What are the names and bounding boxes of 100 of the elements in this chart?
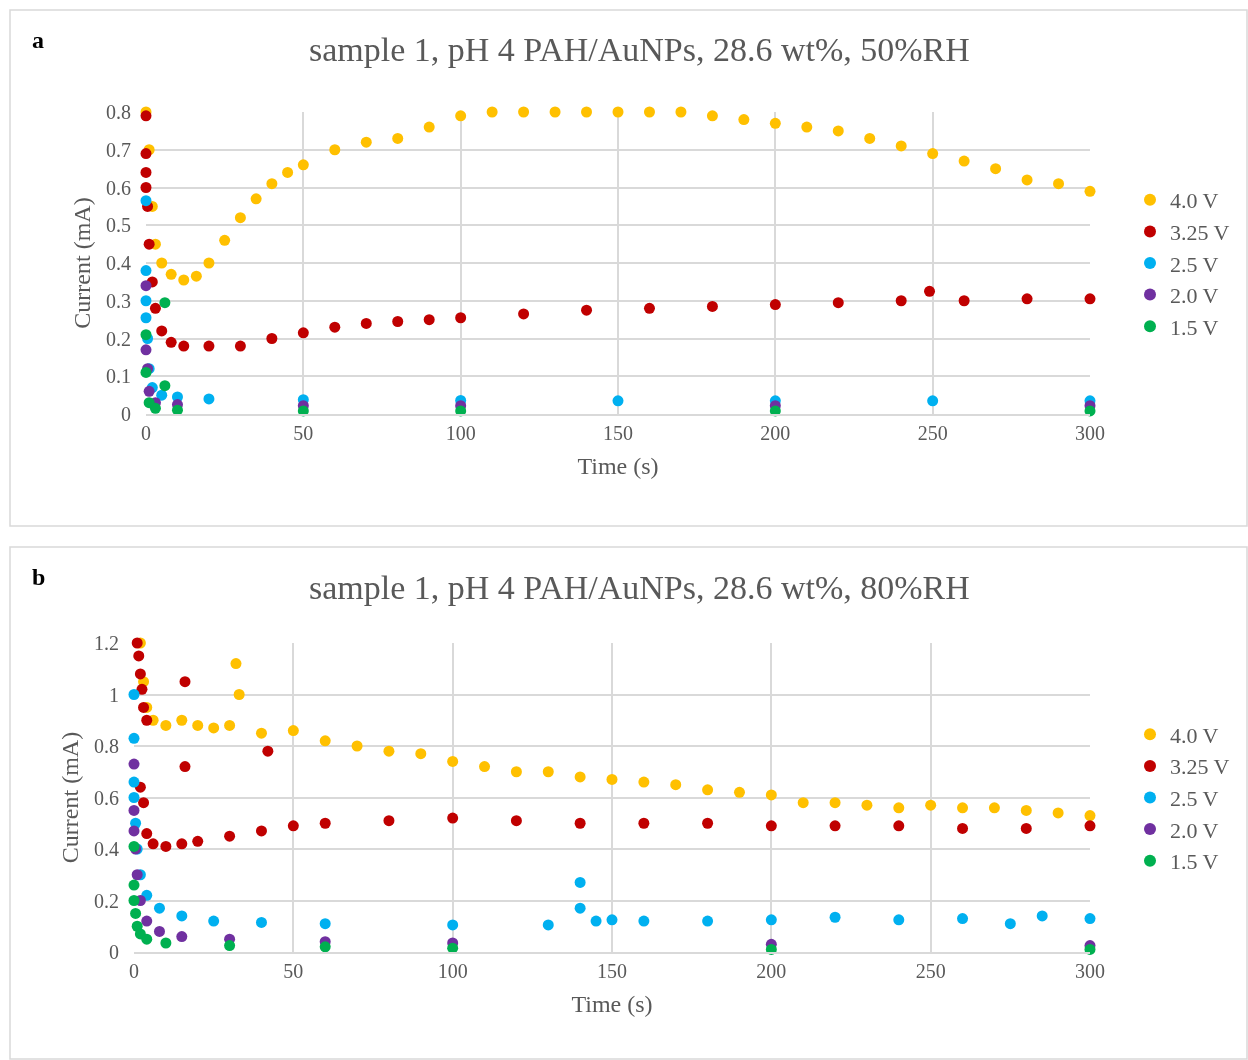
point [392, 316, 404, 328]
point [178, 274, 190, 286]
point [219, 234, 231, 246]
point [130, 907, 142, 919]
x-tick-label: 250 [915, 959, 946, 982]
point [574, 771, 586, 783]
point [606, 914, 618, 926]
point [140, 195, 152, 207]
point [706, 300, 718, 312]
x-axis-title: Time (s) [577, 452, 659, 479]
legend-label: 2.5 V [1170, 251, 1219, 277]
point [864, 132, 876, 144]
point [141, 933, 153, 945]
point [234, 340, 246, 352]
point [829, 797, 841, 809]
point [192, 835, 204, 847]
point [128, 792, 140, 803]
text: a [32, 27, 44, 53]
y-tick-label: 0 [121, 403, 131, 425]
point [224, 940, 236, 952]
y-tick-label: 0 [109, 941, 119, 963]
point [486, 106, 498, 118]
point [140, 148, 152, 160]
chart-title: sample 1, pH 4 PAH/AuNPs, 28.6 wt%, 80%RH [309, 569, 970, 606]
y-tick-label: 0.8 [106, 101, 131, 123]
point [255, 825, 267, 837]
point [670, 779, 682, 791]
point [702, 784, 714, 796]
point [192, 719, 204, 731]
point [255, 916, 267, 928]
y-tick-label: 0.3 [106, 289, 131, 312]
point [128, 732, 140, 744]
point [203, 340, 215, 352]
point [590, 915, 602, 927]
point [233, 689, 245, 700]
legend-label: 3.25 V [1170, 754, 1230, 780]
point [927, 148, 939, 160]
point [159, 297, 171, 309]
point [510, 766, 522, 778]
point [141, 828, 153, 840]
legend-label: 4.0 V [1170, 722, 1219, 748]
point [262, 745, 274, 757]
point [149, 402, 161, 414]
point [1084, 293, 1096, 305]
point [893, 914, 905, 926]
point [179, 761, 191, 773]
point [643, 106, 655, 118]
y-tick-label: 1 [109, 683, 119, 706]
y-axis-title: Current (mA) [69, 197, 96, 329]
point [1021, 174, 1033, 186]
point [893, 820, 905, 832]
point [128, 895, 140, 906]
point [706, 110, 718, 122]
point [518, 308, 530, 320]
point [140, 329, 152, 341]
x-tick-label: 100 [445, 421, 476, 444]
point [297, 159, 309, 171]
point [957, 913, 969, 925]
point [255, 727, 267, 739]
y-tick-label: 0.4 [106, 252, 131, 274]
point [287, 820, 299, 832]
point [178, 340, 190, 352]
point [574, 876, 586, 888]
point [140, 166, 152, 178]
point [160, 937, 172, 949]
point [224, 830, 236, 842]
point [455, 312, 467, 324]
point [156, 389, 168, 401]
point [643, 302, 655, 314]
point [128, 758, 140, 770]
point [549, 106, 561, 118]
point [957, 822, 969, 834]
point [140, 280, 152, 292]
y-tick-label: 0.5 [106, 214, 131, 237]
x-tick-label: 50 [283, 959, 304, 982]
point [1084, 185, 1096, 197]
x-tick-label: 100 [437, 959, 468, 982]
point [140, 265, 152, 277]
point [383, 815, 395, 827]
point [147, 838, 159, 850]
point [638, 915, 650, 927]
point [1004, 918, 1016, 930]
x-tick-label: 250 [917, 421, 948, 444]
point [208, 915, 220, 927]
point [176, 838, 188, 850]
point [133, 650, 145, 662]
point [988, 802, 1000, 814]
x-tick-label: 300 [1075, 421, 1105, 444]
point [638, 776, 650, 788]
legend-label: 2.0 V [1170, 817, 1219, 843]
y-tick-label: 0.1 [106, 365, 131, 388]
point [769, 117, 781, 129]
point [153, 902, 165, 914]
point [423, 314, 435, 326]
legend-label: 1.5 V [1170, 849, 1219, 875]
point [606, 773, 618, 785]
point [581, 106, 593, 118]
point [250, 193, 262, 205]
x-tick-label: 200 [756, 959, 787, 982]
point [297, 327, 309, 339]
